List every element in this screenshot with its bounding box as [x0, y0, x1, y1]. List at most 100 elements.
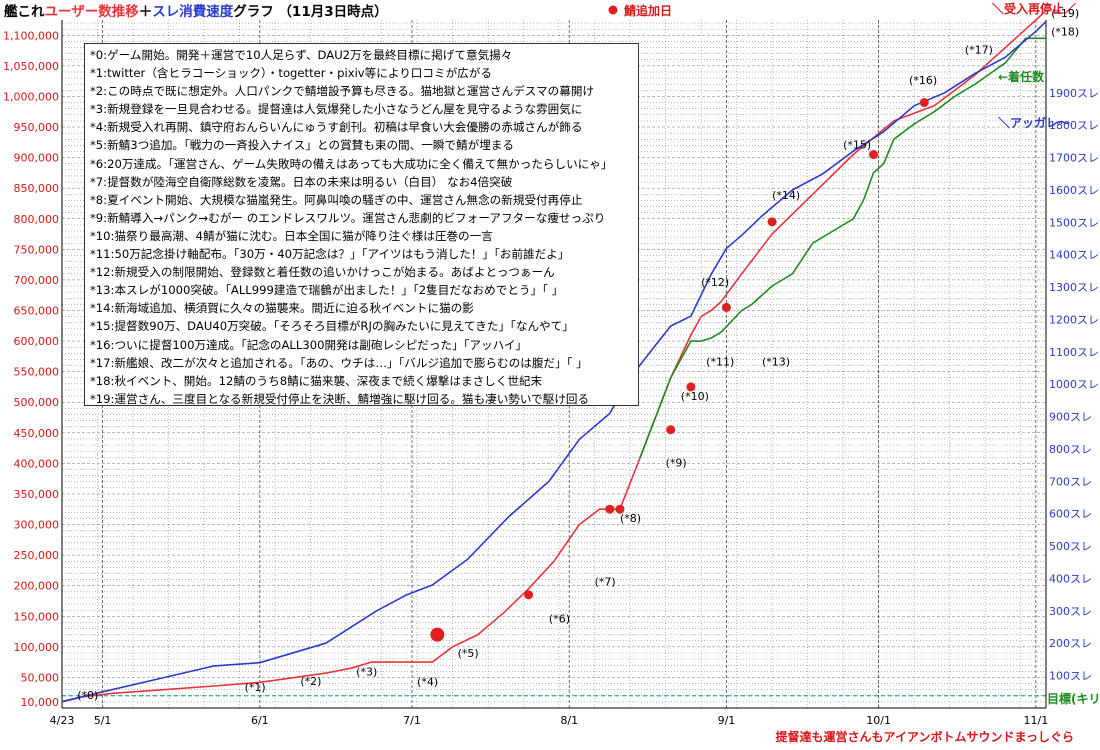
y-left-tick-label: 10,000 [21, 696, 60, 709]
server-add-marker [524, 590, 534, 600]
y-left-tick-label: 350,000 [14, 488, 60, 501]
y-left-tick-label: 650,000 [14, 304, 60, 317]
label-resume-stop: ＼受入再停止／ [992, 1, 1076, 16]
annotation-label: (*6) [549, 612, 570, 625]
note-6: *6:20万達成。「運営さん、ゲーム失敗時の備えはあっても大成功に全く備えて無か… [90, 156, 613, 171]
server-add-marker [666, 425, 676, 435]
server-add-marker [615, 504, 625, 514]
title-part-4: グラフ （11月3日時点） [233, 3, 387, 20]
annotations: (*0) (*1) (*2) (*3) (*4) (*5) (*6) (*7) (*8) (*9)… [77, 7, 1079, 702]
goal-label: 目標(キリ [1047, 691, 1100, 706]
title-part-0: 艦これ [4, 3, 45, 20]
server-add-marker [767, 217, 777, 227]
x-tick-label: 7/1 [403, 714, 421, 727]
y-right-tick-label: 400スレ [1049, 572, 1092, 585]
note-11: *11:50万記念掛け軸配布。「30万・40万記念は？」「アイツはもう消した！」… [90, 247, 570, 262]
note-17: *17:新艦娘、改二が次々と追加される。「あの、ウチは…」「バルジ追加で膨らむの… [90, 355, 588, 370]
y-right-tick-label: 1800スレ [1049, 119, 1099, 132]
footer-caption: 提督達も運営さんもアイアンボトムサウンドまっしぐら [776, 729, 1074, 744]
legend-marker-dot [608, 5, 618, 15]
annotation-label: (*12) [701, 276, 729, 289]
y-right-tick-label: 900スレ [1049, 411, 1092, 424]
notes-box: *0:ゲーム開始。開発＋運営で10人足らず、DAU2万を最終目標に掲げて意気揚々… [84, 43, 639, 406]
note-0: *0:ゲーム開始。開発＋運営で10人足らず、DAU2万を最終目標に掲げて意気揚々 [90, 48, 513, 62]
annotation-label: (*16) [909, 74, 937, 87]
y-left-tick-label: 850,000 [14, 182, 60, 195]
annotation-label: (*19) [1051, 7, 1079, 20]
annotation-label: (*17) [965, 44, 993, 57]
y-left-tick-label: 1,000,000 [3, 90, 59, 103]
server-add-markers [430, 98, 929, 642]
annotation-label: (*18) [1051, 25, 1079, 38]
note-13: *13:本スレが1000突破。「ALL999建造で瑞鶴が出ました！」「2隻目だな… [90, 283, 564, 298]
annotation-label: (*11) [706, 356, 734, 369]
y-left-tick-label: 450,000 [14, 427, 60, 440]
x-tick-label: 10/1 [866, 714, 891, 727]
annotation-label: (*15) [843, 138, 871, 151]
note-4: *4:新規受入れ再開、鎮守府おんらいんにゅうす創刊。初稿は早食い大会優勝の赤城さ… [90, 120, 583, 135]
annotation-label: (*7) [595, 576, 616, 589]
server-add-marker [869, 150, 879, 160]
note-18: *18:秋イベント、開始。12鯖のうち8鯖に猫来襲、深夜まで続く爆撃はまさしく世… [90, 373, 543, 388]
note-10: *10:猫祭り最高潮、4鯖が猫に沈む。日本全国に猫が降り注ぐ様は圧巻の一言 [90, 228, 493, 243]
server-add-marker [605, 504, 615, 514]
note-8: *8:夏イベント開始、大規模な猫嵐発生。阿鼻叫喚の騒ぎの中、運営さん無念の新規受… [90, 192, 583, 207]
note-15: *15:提督数90万、DAU40万突破。「そろそろ目標がRJの胸みたいに見えてき… [90, 319, 574, 334]
y-right-tick-label: 1400スレ [1049, 249, 1099, 262]
y-left-tick-label: 800,000 [14, 213, 60, 226]
server-add-marker [686, 382, 696, 392]
label-chakunin: ←着任数 [998, 69, 1045, 84]
svg-text:艦これユーザー数推移＋スレ消費速度グラフ （11月3日時点）: 艦これユーザー数推移＋スレ消費速度グラフ （11月3日時点） [4, 3, 388, 20]
y-left-tick-label: 150,000 [14, 610, 60, 623]
y-right-tick-label: 1000スレ [1049, 378, 1099, 391]
x-tick-label: 6/1 [251, 714, 269, 727]
annotation-label: (*8) [620, 512, 641, 525]
y-left-tick-label: 100,000 [14, 641, 60, 654]
annotation-label: (*4) [417, 675, 438, 688]
y-right-tick-label: 1700スレ [1049, 152, 1099, 165]
series-lines [61, 10, 1047, 703]
chart-title: 艦これユーザー数推移＋スレ消費速度グラフ （11月3日時点） [4, 3, 388, 20]
annotation-label: (*0) [77, 689, 98, 702]
x-tick-label: 11/1 [1024, 714, 1049, 727]
note-9: *9:新鯖導入→パンク→むがー のエンドレスワルツ。運営さん悲劇的ビフォーアフタ… [90, 210, 606, 225]
note-12: *12:新規受入の制限開始、登録数と着任数の追いかけっこが始まる。あばよとっつぁ… [90, 265, 555, 280]
y-right-tick-label: 200スレ [1049, 637, 1092, 650]
note-16: *16:ついに提督100万達成。「記念のALL300開発は副砲レシピだった」「ア… [90, 337, 528, 352]
y-left-tick-label: 700,000 [14, 274, 60, 287]
x-tick-label: 5/1 [94, 714, 112, 727]
annotation-label: (*13) [762, 356, 790, 369]
annotation-label: (*3) [356, 666, 377, 679]
y-left-tick-label: 250,000 [14, 549, 60, 562]
y-right-tick-label: 1100スレ [1049, 346, 1099, 359]
server-add-marker [430, 627, 445, 642]
series-line [61, 10, 1047, 703]
y-left-tick-label: 500,000 [14, 396, 60, 409]
label-aggare: ＼アッガレ〜 [998, 115, 1070, 130]
y-right-tick-label: 100スレ [1049, 670, 1092, 683]
note-14: *14:新海域追加、横須賀に久々の猫襲来。間近に迫る秋イベントに猫の影 [90, 301, 474, 316]
note-3: *3:新規登録を一旦見合わせる。提督達は人気爆発した小さなうどん屋を見守るような… [90, 102, 583, 117]
legend: 鯖追加日 [608, 3, 672, 18]
title-part-3: スレ消費速度 [152, 3, 233, 20]
y-right-tick-label: 1500スレ [1049, 216, 1099, 229]
y-right-tick-label: 300スレ [1049, 605, 1092, 618]
y-right-tick-label: 800スレ [1049, 443, 1092, 456]
y-left-tick-label: 950,000 [14, 121, 60, 134]
y-right-tick-label: 1300スレ [1049, 281, 1099, 294]
annotation-label: (*10) [681, 390, 709, 403]
y-left-tick-label: 900,000 [14, 152, 60, 165]
note-19: *19:運営さん、三度目となる新規受付停止を決断、鯖増強に駆け回る。猫も凄い勢い… [90, 391, 590, 406]
y-right-tick-label: 700スレ [1049, 475, 1092, 488]
server-add-marker [919, 98, 929, 108]
legend-marker-label: 鯖追加日 [623, 3, 672, 18]
y-left-tick-label: 50,000 [21, 671, 60, 684]
y-right-tick-label: 1200スレ [1049, 313, 1099, 326]
annotation-label: (*5) [458, 647, 479, 660]
annotation-label: (*1) [245, 681, 266, 694]
x-tick-label: 8/1 [560, 714, 578, 727]
y-right-tick-label: 500スレ [1049, 540, 1092, 553]
series-line [639, 37, 1046, 458]
y-left-tick-label: 300,000 [14, 519, 60, 532]
y-left-tick-label: 600,000 [14, 335, 60, 348]
